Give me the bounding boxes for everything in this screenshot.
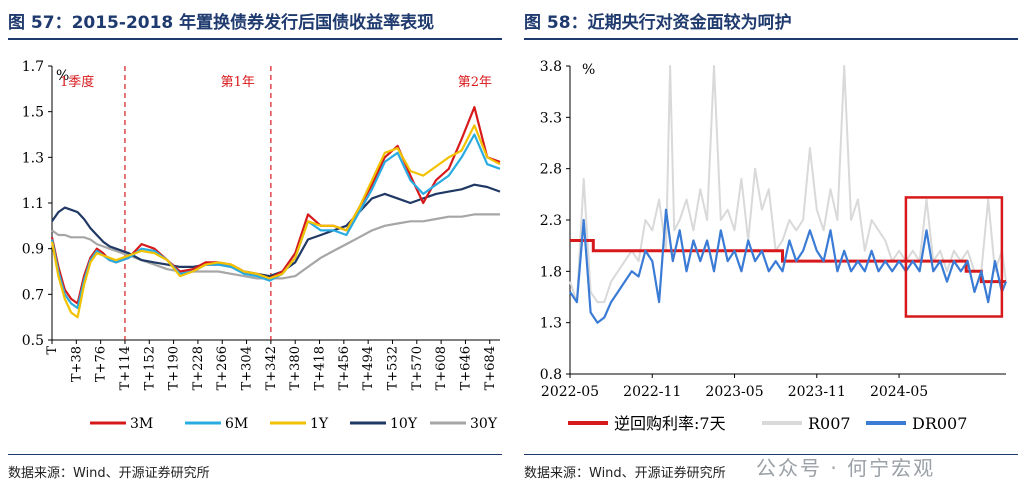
x-tick-label: 2022-11 [623,384,681,400]
y-tick-label: 0.5 [22,333,44,349]
series-line-1y [50,124,501,319]
x-tick-label: 2023-05 [705,384,763,400]
x-tick-label: T+532 [385,346,400,390]
x-tick-label: T+418 [313,346,328,390]
y-tick-label: 1.8 [540,264,562,280]
source-rule-right [524,454,1018,455]
source-note-right: 数据来源：Wind、开源证券研究所 [524,466,726,481]
series-line-3m [50,105,501,305]
highlight-box [904,196,1004,318]
y-tick-label: 1.3 [540,316,562,332]
x-tick-label: T+304 [240,346,255,390]
x-tick-label: T+494 [361,346,376,390]
y-tick-label: 0.8 [540,367,562,383]
x-tick-label: T+646 [458,346,473,390]
legend-label-6m: 6M [225,416,248,432]
series-line-30y [51,213,500,280]
y-tick-label: 2.3 [540,213,562,229]
x-tick-label: 2023-11 [788,384,846,400]
y-tick-label: 3.3 [540,110,562,126]
chart-title-left: 图 57：2015-2018 年置换债券发行后国债收益率表现 [8,13,435,33]
y-tick-label: 0.7 [22,287,44,303]
title-rule-left [8,38,502,40]
right-chart-panel: 图 58：近期央行对资金面较为呵护 0.8 1.3 1.8 2.3 2.8 3.3 3.8%… [516,0,1024,501]
y-tick-label: 1.7 [22,59,44,75]
legend-label-r007: R007 [808,414,851,433]
x-tick-label: T+76 [94,346,109,382]
period-label: 1季度 [60,74,94,90]
funding-rate-chart: 0.8 1.3 1.8 2.3 2.8 3.3 3.8 % 2022-05 2022-11 2023… [540,59,1008,433]
series-line-r007 [569,65,1007,304]
watermark: 公众号 · 何宁宏观 [756,456,936,480]
x-tick-label: T+456 [337,346,352,390]
x-tick-label: T+608 [434,346,449,390]
legend-label-3m: 3M [130,416,153,432]
x-tick-label: T+38 [69,346,84,382]
legend-label-1y: 1Y [310,416,329,432]
x-tick-label: T+380 [288,346,303,390]
x-tick-label: T+152 [142,346,157,390]
y-tick-label: 1.5 [22,105,44,121]
x-tick-label: T+266 [215,346,230,390]
x-tick-label: T+114 [118,346,133,390]
source-note-left: 数据来源：Wind、开源证券研究所 [8,466,210,481]
y-tick-label: 1.3 [22,150,44,166]
x-tick-label: T+190 [167,346,182,390]
legend-label-30y: 30Y [470,416,498,432]
legend-label-dr007: DR007 [912,414,967,433]
x-tick-label: T [45,346,60,355]
series-line-6m [50,133,501,310]
x-tick-label: T+684 [483,346,498,390]
y-tick-label: 2.8 [540,162,562,178]
y-tick-label: 0.9 [22,242,44,258]
x-tick-label: 2022-05 [541,384,599,400]
y-axis-unit: % [56,68,69,84]
title-rule-right [524,38,1018,40]
x-tick-label: T+342 [264,346,279,390]
x-tick-label: T+228 [191,346,206,390]
yield-line-chart: 0.5 0.7 0.9 1.1 1.3 1.5 1.7% T T+38 T+76 T+114 T+15… [22,59,501,432]
legend-label-reverse-repo-7d: 逆回购利率:7天 [614,414,726,433]
y-axis-unit: % [582,62,595,78]
y-tick-label: 1.1 [22,196,44,212]
chart-title-right: 图 58：近期央行对资金面较为呵护 [524,13,792,33]
series-line-dr007 [569,208,1008,324]
left-chart-panel: 图 57：2015-2018 年置换债券发行后国债收益率表现 0.5 0.7 0.9… [0,0,508,501]
period-label: 第2年 [458,75,492,90]
source-rule-left [8,454,502,455]
x-tick-label: 2024-05 [870,384,928,400]
y-tick-label: 3.8 [540,59,562,75]
legend-label-10y: 10Y [390,416,418,432]
period-label: 第1年 [221,75,255,90]
x-tick-label: T+570 [410,346,425,390]
